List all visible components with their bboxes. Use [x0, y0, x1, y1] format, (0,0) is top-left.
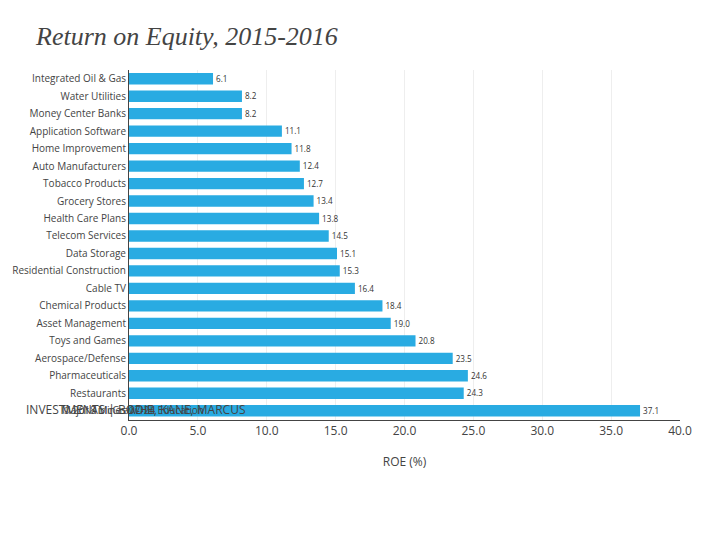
- svg-text:24.6: 24.6: [471, 370, 487, 381]
- svg-text:13.8: 13.8: [322, 213, 338, 224]
- svg-text:23.5: 23.5: [456, 353, 472, 364]
- svg-text:0.0: 0.0: [121, 422, 138, 439]
- svg-text:Return on Equity, 2015-2016: Return on Equity, 2015-2016: [35, 22, 338, 51]
- svg-text:10.0: 10.0: [255, 422, 279, 439]
- svg-text:35.0: 35.0: [599, 422, 623, 439]
- svg-text:Integrated Oil & Gas: Integrated Oil & Gas: [32, 71, 126, 85]
- svg-text:Chemical Products: Chemical Products: [39, 298, 126, 312]
- svg-text:24.3: 24.3: [467, 387, 483, 398]
- svg-text:© 2018 McGraw-Hill Education: © 2018 McGraw-Hill Education: [62, 403, 204, 417]
- svg-text:12.4: 12.4: [303, 160, 319, 171]
- svg-text:Telecom Services: Telecom Services: [46, 228, 126, 242]
- svg-text:40.0: 40.0: [668, 422, 692, 439]
- svg-text:Cable TV: Cable TV: [86, 281, 126, 295]
- svg-text:Major Airlines: Major Airlines: [62, 403, 127, 417]
- svg-text:Grocery Stores: Grocery Stores: [57, 194, 126, 208]
- svg-text:8.2: 8.2: [245, 90, 257, 101]
- svg-text:8.2: 8.2: [245, 108, 257, 119]
- svg-text:30.0: 30.0: [530, 422, 554, 439]
- svg-text:19.0: 19.0: [394, 318, 410, 329]
- svg-text:18.4: 18.4: [385, 300, 401, 311]
- svg-text:37.1: 37.1: [643, 405, 659, 416]
- svg-text:Toys and Games: Toys and Games: [49, 333, 126, 347]
- svg-text:Money Center Banks: Money Center Banks: [30, 106, 127, 120]
- svg-text:Restaurants: Restaurants: [70, 386, 126, 400]
- svg-text:Water Utilities: Water Utilities: [60, 89, 126, 103]
- svg-text:Pharmaceuticals: Pharmaceuticals: [49, 368, 126, 382]
- svg-text:Application Software: Application Software: [30, 124, 127, 138]
- svg-text:6.1: 6.1: [216, 73, 227, 84]
- svg-text:11.8: 11.8: [295, 143, 311, 154]
- svg-text:INVESTMENTS | BODIE, KANE, MAR: INVESTMENTS | BODIE, KANE, MARCUS: [26, 401, 245, 418]
- svg-text:13.4: 13.4: [317, 195, 333, 206]
- svg-text:20.8: 20.8: [419, 335, 435, 346]
- svg-text:5.0: 5.0: [189, 422, 206, 439]
- svg-text:12.7: 12.7: [307, 178, 323, 189]
- svg-text:15.1: 15.1: [340, 248, 356, 259]
- svg-text:11.1: 11.1: [285, 125, 301, 136]
- svg-text:Residential Construction: Residential Construction: [12, 263, 126, 277]
- svg-text:Auto Manufacturers: Auto Manufacturers: [33, 159, 127, 173]
- svg-text:16.4: 16.4: [358, 283, 374, 294]
- svg-text:Asset Management: Asset Management: [37, 316, 127, 330]
- svg-text:14.5: 14.5: [332, 230, 348, 241]
- svg-text:15.0: 15.0: [324, 422, 348, 439]
- svg-text:Data Storage: Data Storage: [66, 246, 127, 260]
- svg-text:Tobacco Products: Tobacco Products: [43, 176, 126, 190]
- svg-text:Aerospace/Defense: Aerospace/Defense: [35, 351, 126, 365]
- svg-text:17-24: 17-24: [129, 403, 155, 417]
- svg-text:Health Care Plans: Health Care Plans: [43, 211, 126, 225]
- svg-text:ROE (%): ROE (%): [383, 453, 427, 470]
- svg-text:25.0: 25.0: [462, 422, 486, 439]
- svg-text:20.0: 20.0: [393, 422, 417, 439]
- svg-text:15.3: 15.3: [343, 265, 359, 276]
- svg-text:Home Improvement: Home Improvement: [32, 141, 127, 155]
